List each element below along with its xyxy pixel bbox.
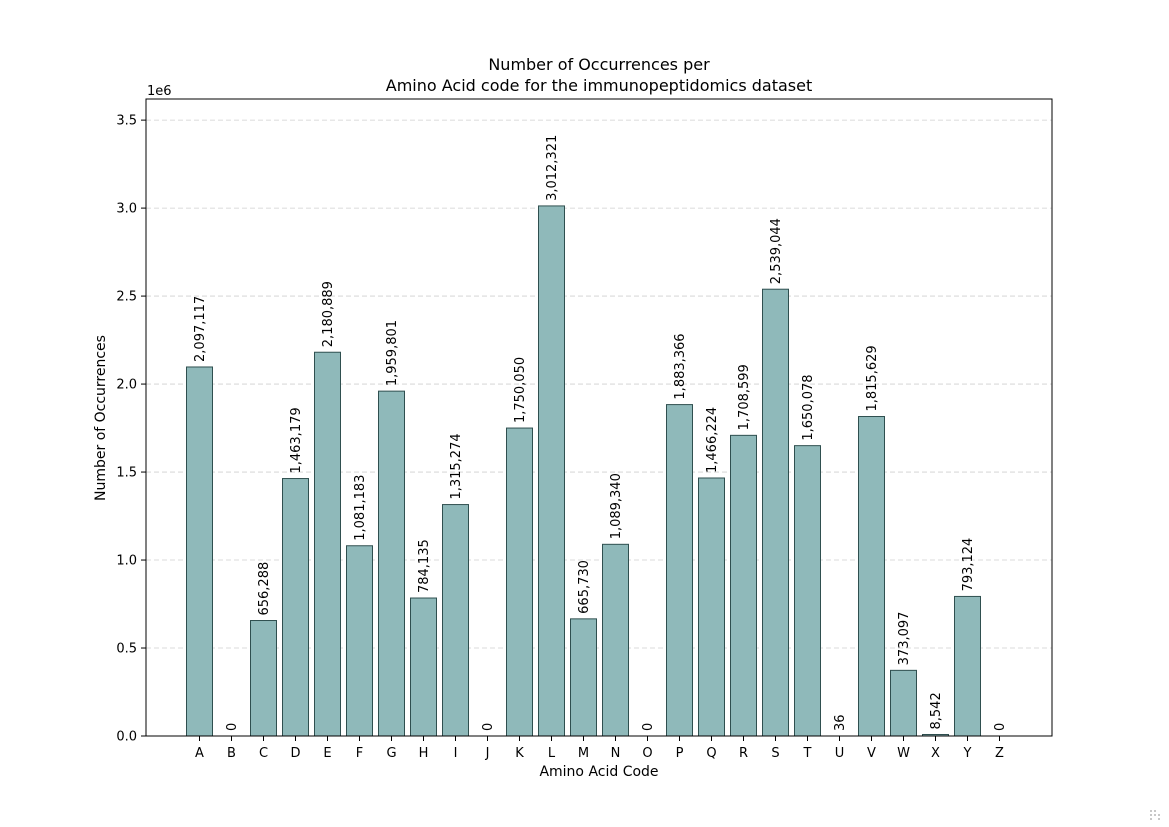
bar-R bbox=[730, 434, 757, 737]
x-tick-label-Z: Z bbox=[995, 746, 1004, 761]
bars bbox=[186, 205, 981, 737]
y-tick-label: 1.0 bbox=[116, 554, 137, 569]
bar-F bbox=[346, 545, 373, 737]
y-axis: 0.0 0.5 1.0 1.5 2.0 2.5 3.0 3.5 bbox=[116, 114, 146, 745]
value-label-X: 8,542 bbox=[929, 692, 944, 729]
chart-title-line2: Amino Acid code for the immunopeptidomic… bbox=[386, 76, 813, 95]
x-tick-label-W: W bbox=[897, 746, 910, 761]
value-label-O: 0 bbox=[641, 723, 656, 731]
value-label-A: 2,097,117 bbox=[193, 296, 208, 362]
y-tick-label: 0.0 bbox=[116, 730, 137, 745]
bar-D bbox=[282, 478, 309, 737]
x-tick-label-A: A bbox=[195, 746, 204, 761]
value-label-Z: 0 bbox=[993, 723, 1008, 731]
x-tick-label-C: C bbox=[259, 746, 268, 761]
bar-S bbox=[762, 288, 789, 737]
y-tick-label: 3.0 bbox=[116, 202, 137, 217]
bar-T bbox=[794, 445, 821, 737]
x-tick-label-U: U bbox=[835, 746, 845, 761]
bar-C bbox=[250, 620, 277, 737]
bar-L bbox=[538, 205, 565, 737]
x-tick-label-R: R bbox=[739, 746, 748, 761]
value-label-T: 1,650,078 bbox=[801, 374, 816, 440]
value-label-G: 1,959,801 bbox=[385, 320, 400, 386]
x-axis-label: Amino Acid Code bbox=[539, 764, 658, 780]
bar-V bbox=[858, 416, 885, 737]
x-tick-label-S: S bbox=[771, 746, 779, 761]
value-label-D: 1,463,179 bbox=[289, 407, 304, 473]
x-tick-label-B: B bbox=[227, 746, 236, 761]
value-label-B: 0 bbox=[225, 723, 240, 731]
value-label-L: 3,012,321 bbox=[545, 135, 560, 201]
y-tick-label: 1.5 bbox=[116, 466, 137, 481]
x-tick-label-F: F bbox=[356, 746, 363, 761]
bar-A bbox=[186, 366, 213, 737]
x-tick-label-L: L bbox=[548, 746, 556, 761]
bar-H bbox=[410, 597, 437, 737]
value-label-K: 1,750,050 bbox=[513, 357, 528, 423]
y-axis-label: Number of Occurrences bbox=[93, 335, 109, 501]
x-tick-label-N: N bbox=[611, 746, 621, 761]
resize-grip-icon bbox=[1150, 810, 1160, 820]
x-tick-label-X: X bbox=[931, 746, 940, 761]
x-tick-label-Y: Y bbox=[963, 746, 972, 761]
value-label-E: 2,180,889 bbox=[321, 281, 336, 347]
bar-Y bbox=[954, 595, 981, 737]
value-label-F: 1,081,183 bbox=[353, 475, 368, 541]
x-tick-label-E: E bbox=[323, 746, 331, 761]
y-tick-label: 3.5 bbox=[116, 114, 137, 129]
bar-K bbox=[506, 427, 533, 737]
y-tick-label: 0.5 bbox=[116, 642, 137, 657]
value-label-W: 373,097 bbox=[897, 612, 912, 666]
x-tick-label-M: M bbox=[578, 746, 589, 761]
value-label-R: 1,708,599 bbox=[737, 364, 752, 430]
value-label-H: 784,135 bbox=[417, 539, 432, 593]
x-tick-label-I: I bbox=[454, 746, 458, 761]
x-tick-label-V: V bbox=[867, 746, 876, 761]
value-label-I: 1,315,274 bbox=[449, 433, 464, 499]
value-label-P: 1,883,366 bbox=[673, 333, 688, 399]
bar-G bbox=[378, 390, 405, 737]
bar-Q bbox=[698, 477, 725, 737]
x-axis: A B C D E F G H I J K L M N O P Q R S T U V W X Y Z bbox=[195, 736, 1004, 761]
x-tick-label-D: D bbox=[290, 746, 300, 761]
value-label-Y: 793,124 bbox=[961, 538, 976, 592]
bar-P bbox=[666, 404, 693, 737]
value-label-N: 1,089,340 bbox=[609, 473, 624, 539]
plot-frame bbox=[145, 98, 1053, 737]
x-tick-label-J: J bbox=[485, 746, 490, 761]
chart-title-line1: Number of Occurrences per bbox=[488, 55, 710, 74]
x-tick-label-P: P bbox=[676, 746, 684, 761]
value-label-J: 0 bbox=[481, 723, 496, 731]
y-tick-label: 2.0 bbox=[116, 378, 137, 393]
value-label-U: 36 bbox=[833, 714, 848, 731]
value-label-C: 656,288 bbox=[257, 562, 272, 616]
bar-W bbox=[890, 669, 917, 737]
bar-I bbox=[442, 504, 469, 737]
value-label-S: 2,539,044 bbox=[769, 218, 784, 284]
bar-M bbox=[570, 618, 597, 737]
x-tick-label-H: H bbox=[419, 746, 429, 761]
value-labels: 2,097,117 0 656,288 1,463,179 2,180,889 1,081… bbox=[193, 135, 1008, 731]
bar-E bbox=[314, 351, 341, 737]
x-tick-label-T: T bbox=[803, 746, 812, 761]
y-tick-label: 2.5 bbox=[116, 290, 137, 305]
x-tick-label-Q: Q bbox=[706, 746, 716, 761]
x-tick-label-K: K bbox=[515, 746, 524, 761]
value-label-V: 1,815,629 bbox=[865, 345, 880, 411]
value-label-Q: 1,466,224 bbox=[705, 407, 720, 473]
y-offset-label: 1e6 bbox=[147, 84, 172, 99]
x-tick-label-G: G bbox=[386, 746, 396, 761]
bar-N bbox=[602, 543, 629, 737]
x-tick-label-O: O bbox=[642, 746, 652, 761]
value-label-M: 665,730 bbox=[577, 560, 592, 614]
y-gridlines bbox=[146, 119, 1052, 649]
